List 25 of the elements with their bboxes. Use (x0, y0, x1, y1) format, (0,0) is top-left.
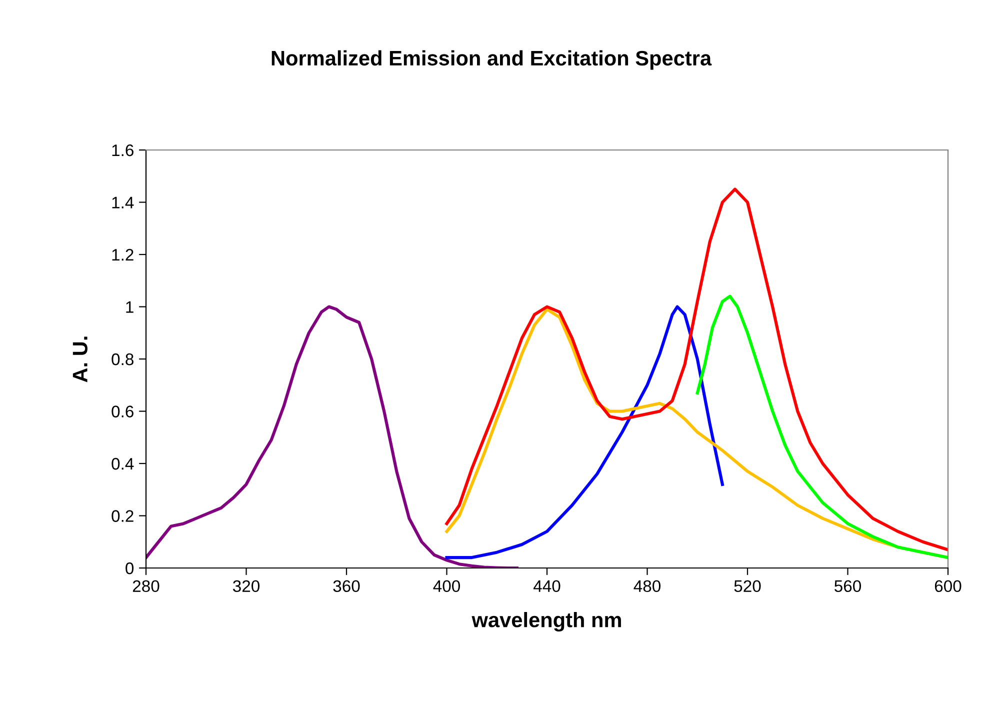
line-series (146, 305, 518, 568)
y-tick-label: 0.4 (112, 458, 134, 470)
x-tick-label: 400 (433, 580, 460, 592)
x-tick-label: 360 (333, 580, 360, 592)
x-tick-label: 480 (634, 580, 661, 592)
x-tick-label: 280 (132, 580, 160, 592)
y-tick-label: 1 (126, 301, 134, 313)
line-series (445, 305, 724, 560)
y-tick-label: 0.8 (112, 353, 134, 366)
x-tick-label: 520 (734, 580, 761, 592)
x-tick-label: 560 (834, 580, 862, 592)
y-tick-label: 0.2 (112, 510, 134, 522)
y-tick-label: 1.4 (112, 196, 134, 208)
x-tick-label: 440 (533, 580, 560, 592)
y-axis-title: A. U. (72, 336, 88, 382)
y-tick-label: 1.6 (112, 144, 134, 156)
x-tick-label: 600 (934, 580, 962, 592)
line-series (445, 188, 948, 552)
y-tick-label: 0.6 (112, 406, 134, 418)
x-tick-label: 320 (232, 580, 260, 592)
x-axis-title: wavelength nm (472, 612, 621, 632)
chart-title: Normalized Emission and Excitation Spectra (272, 50, 712, 70)
line-series (696, 294, 948, 560)
y-tick-label: 0 (126, 562, 134, 574)
y-tick-label: 1.2 (112, 248, 134, 261)
